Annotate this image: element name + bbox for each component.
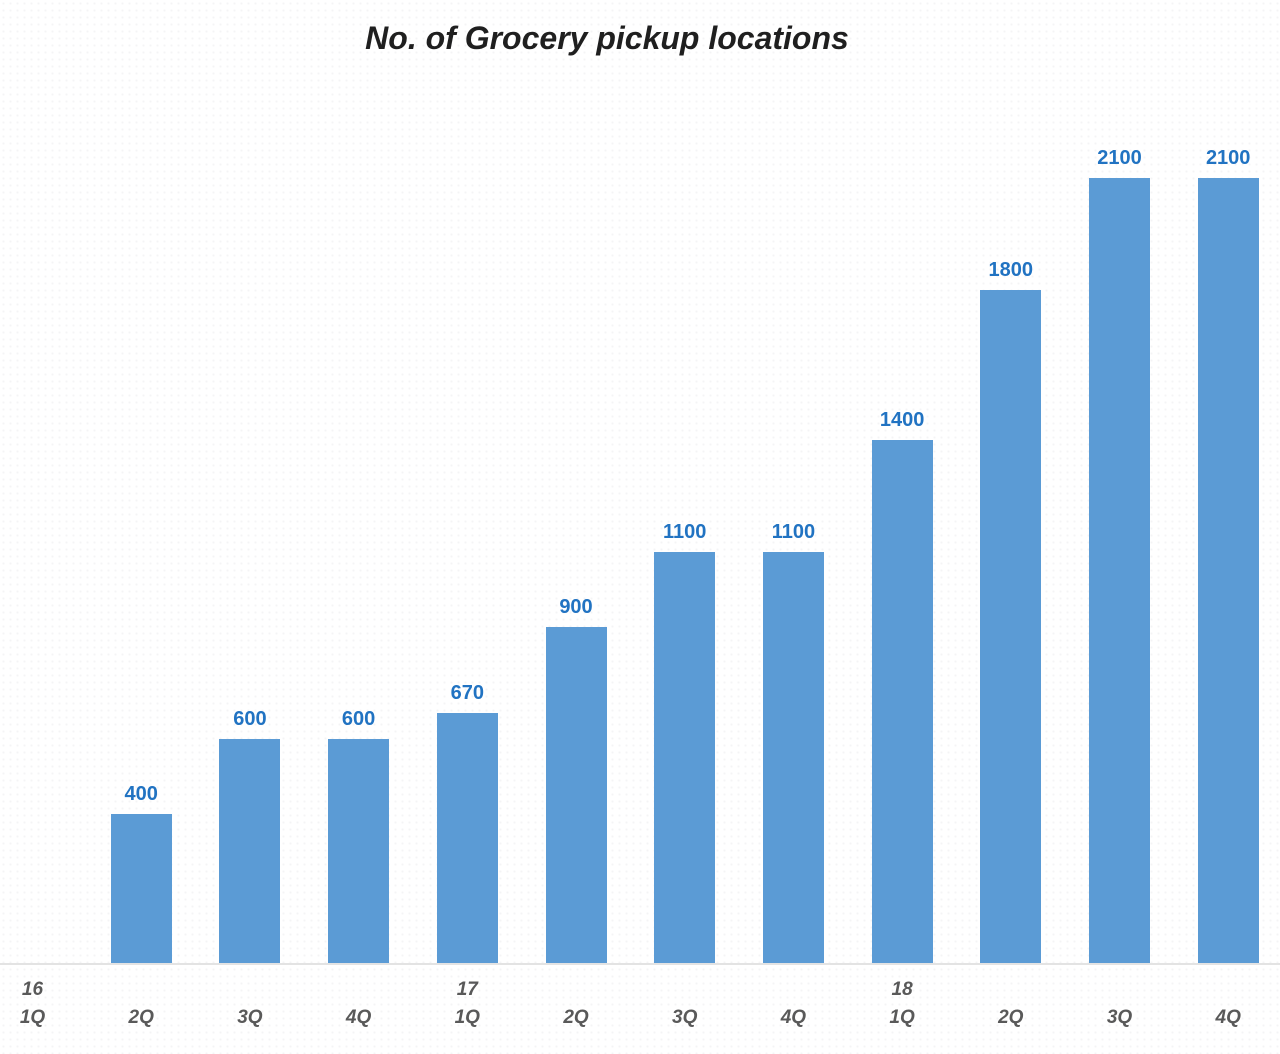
- x-axis-year-label: 18: [891, 979, 913, 1000]
- x-axis-quarter-label: 3Q: [672, 1007, 698, 1028]
- x-axis-tick: 4Q: [1174, 976, 1280, 1032]
- bar: [110, 814, 172, 964]
- x-axis-tick: 3Q: [196, 976, 304, 1032]
- bar: [436, 713, 498, 964]
- bar-value-label: 600: [341, 708, 376, 730]
- x-axis-year-label: [957, 976, 1065, 1004]
- x-axis-quarter-label: 1Q: [19, 1007, 46, 1028]
- x-axis-year-label: [87, 976, 195, 1004]
- bar: [980, 290, 1042, 964]
- bar: [1089, 178, 1150, 964]
- x-axis-tick: 2Q: [87, 976, 195, 1032]
- bar-value-label: 600: [233, 708, 267, 730]
- bar: [762, 552, 824, 964]
- bar-value-label: 2100: [1097, 147, 1142, 169]
- x-axis-year-label: 17: [456, 979, 478, 1000]
- x-axis-quarter-label: 3Q: [1106, 1007, 1133, 1028]
- x-axis-quarter-label: 4Q: [1215, 1007, 1241, 1028]
- x-axis-tick: 4Q: [739, 976, 847, 1032]
- x-axis-quarter-label: 3Q: [237, 1007, 263, 1028]
- bar-value-label: 1100: [771, 521, 816, 543]
- x-axis-tick: 2Q: [957, 976, 1065, 1032]
- bar: [545, 627, 607, 964]
- chart-title: No. of Grocery pickup locations: [365, 20, 849, 56]
- bar-value-label: 400: [124, 783, 158, 805]
- bar-value-label: 900: [559, 596, 593, 618]
- x-axis-quarter-label: 4Q: [780, 1007, 807, 1028]
- x-axis-tick: 2Q: [522, 976, 630, 1032]
- bar: [871, 440, 933, 964]
- x-axis-quarter-label: 4Q: [345, 1007, 372, 1028]
- x-axis-quarter-label: 1Q: [454, 1007, 480, 1028]
- x-axis-quarter-label: 2Q: [128, 1007, 154, 1028]
- bar-value-label: 1400: [879, 409, 925, 431]
- x-axis-quarter-label: 2Q: [998, 1007, 1024, 1028]
- bar-value-label: 2100: [1205, 147, 1251, 169]
- x-axis-tick: 18 1Q: [848, 976, 956, 1032]
- x-axis-year-label: [1066, 976, 1174, 1004]
- x-axis-quarter-label: 1Q: [889, 1007, 915, 1028]
- x-axis-year-label: [522, 976, 630, 1004]
- bar: [219, 739, 281, 964]
- x-axis-year-label: [739, 976, 847, 1004]
- bar: [1197, 178, 1259, 964]
- x-axis-year-label: [631, 976, 739, 1004]
- x-axis-year-label: [1174, 976, 1280, 1004]
- x-axis-line: [0, 963, 1280, 965]
- x-axis-tick: 3Q: [631, 976, 739, 1032]
- bar: [328, 739, 390, 964]
- x-axis-year-label: [196, 976, 304, 1004]
- bar-value-label: 1800: [988, 259, 1034, 281]
- x-axis-tick: 17 1Q: [413, 976, 521, 1032]
- x-axis-tick: 16 1Q: [0, 976, 87, 1032]
- x-axis-tick: 3Q: [1066, 976, 1174, 1032]
- x-axis-year-label: 16: [21, 979, 44, 1000]
- bar-value-label: 670: [450, 682, 484, 704]
- bar: [654, 552, 716, 964]
- bar-value-label: 1100: [662, 521, 707, 543]
- x-axis-tick: 4Q: [305, 976, 413, 1032]
- x-axis-quarter-label: 2Q: [563, 1007, 589, 1028]
- x-axis-year-label: [305, 976, 413, 1004]
